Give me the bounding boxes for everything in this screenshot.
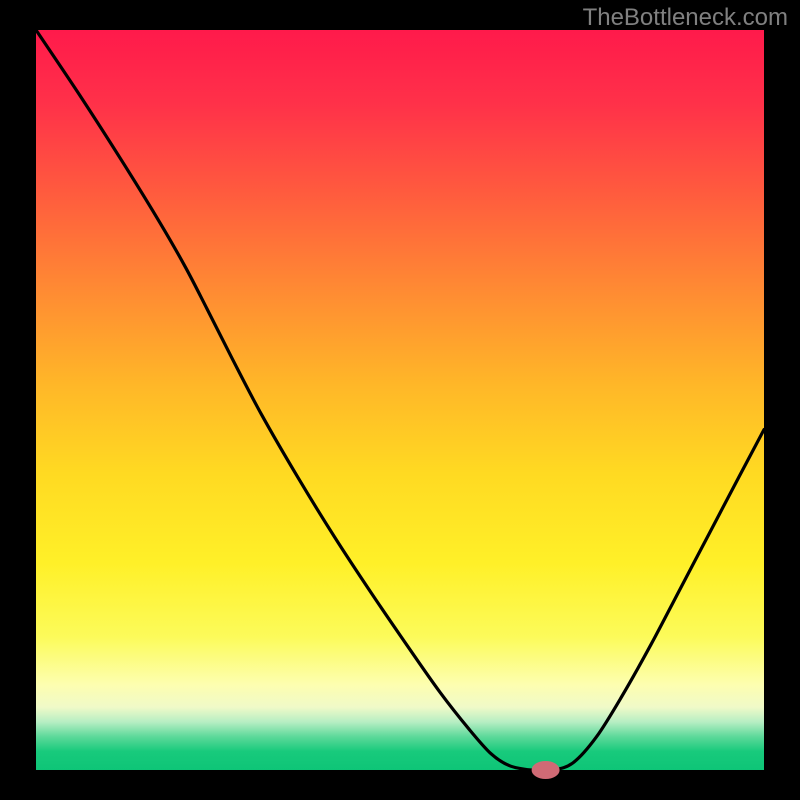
watermark-text: TheBottleneck.com (583, 4, 788, 32)
chart-container: TheBottleneck.com (0, 0, 800, 800)
optimal-marker (532, 761, 560, 779)
plot-background (36, 30, 764, 770)
bottleneck-chart (0, 0, 800, 800)
